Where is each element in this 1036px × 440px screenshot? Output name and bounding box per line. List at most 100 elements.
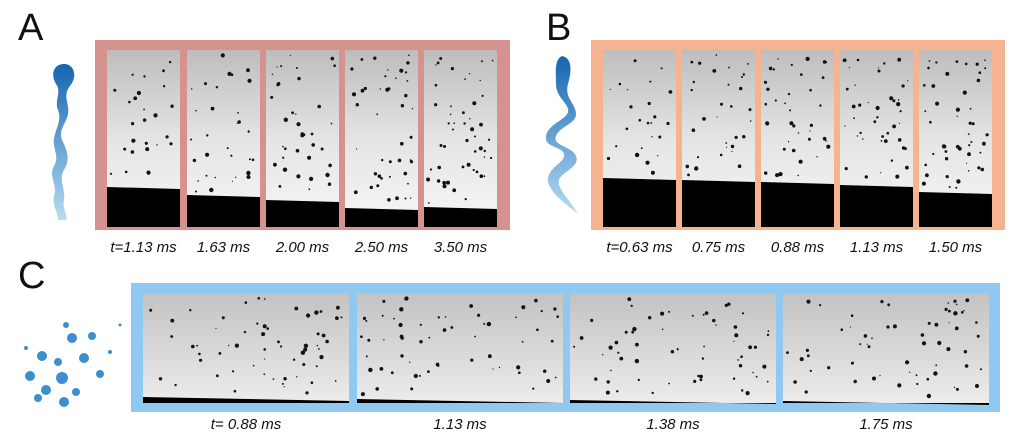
droplet-dot — [798, 159, 803, 164]
droplet-dot — [877, 67, 880, 69]
droplet-dot — [131, 138, 136, 143]
droplet-dot — [962, 90, 967, 95]
droplet-dot — [602, 354, 604, 356]
droplet-dot — [362, 316, 367, 320]
droplet-dot — [189, 309, 192, 312]
droplet-dot — [296, 122, 301, 127]
droplet-dot — [473, 150, 477, 153]
droplet-dot — [327, 182, 332, 186]
droplet-dot — [927, 321, 931, 325]
droplet-dot — [295, 113, 297, 115]
droplet-dot — [246, 68, 250, 73]
droplet-dot — [377, 174, 382, 178]
time-label: 1.75 ms — [859, 416, 913, 433]
droplet-dot — [353, 190, 358, 195]
droplet-dot — [898, 122, 901, 124]
droplet-dot — [809, 369, 812, 372]
droplet-dot — [957, 146, 962, 151]
droplet-dot — [892, 99, 896, 103]
droplet-dot — [227, 71, 232, 76]
droplet-dot — [498, 366, 501, 369]
droplet-dot — [295, 148, 300, 153]
droplet-dot — [975, 62, 979, 66]
droplet-dot — [490, 156, 493, 160]
droplet-dot — [755, 375, 758, 378]
droplet-dot — [945, 71, 950, 76]
droplet-dot — [660, 311, 665, 316]
droplet-dot — [967, 152, 971, 157]
droplet-dot — [439, 57, 443, 60]
droplet-dot — [702, 117, 706, 121]
droplet-dot — [145, 147, 150, 152]
droplet-dot — [737, 164, 742, 168]
droplet-dot — [404, 71, 408, 74]
droplet-dot — [849, 326, 852, 328]
droplet-dot — [699, 378, 703, 382]
droplet-dot — [626, 89, 629, 91]
droplet-dot — [263, 348, 267, 351]
droplet-dot — [297, 76, 301, 81]
droplet-dot — [955, 107, 961, 112]
droplet-dot — [955, 186, 958, 189]
droplet-dot — [927, 66, 930, 70]
droplet-dot — [730, 144, 735, 149]
droplet-dot — [901, 84, 905, 88]
droplet-dot — [247, 130, 250, 133]
panel-label: C — [18, 255, 45, 297]
droplet-dot — [840, 328, 844, 332]
droplet-dot — [273, 162, 277, 167]
droplet-dot — [859, 131, 862, 135]
time-label: t=0.63 ms — [606, 239, 673, 256]
droplet-dot — [749, 120, 752, 122]
droplet-dot — [483, 175, 486, 178]
droplet-dot — [661, 328, 664, 331]
droplet-dot — [886, 325, 890, 329]
droplet-dot — [310, 132, 314, 136]
time-label: t= 0.88 ms — [211, 416, 282, 433]
droplet-dot — [351, 92, 357, 97]
droplet-dot — [748, 108, 752, 112]
droplet-dot — [948, 186, 951, 188]
droplet-dot — [799, 357, 804, 362]
droplet-dot — [856, 58, 860, 62]
droplet-dot — [381, 314, 384, 317]
droplet-dot — [540, 310, 543, 313]
droplet-dot — [697, 374, 700, 378]
droplet-dot — [685, 164, 690, 169]
droplet-dot — [764, 171, 768, 175]
droplet-dot — [928, 60, 931, 62]
droplet-dot — [741, 312, 745, 315]
droplet-dot — [742, 73, 745, 76]
droplet-dot — [282, 156, 285, 159]
droplet-dot — [650, 122, 653, 124]
droplet-dot — [876, 116, 879, 119]
droplet-dot — [844, 125, 846, 127]
droplet-dot — [409, 361, 411, 363]
droplet-dot — [645, 160, 650, 165]
droplet-dot — [634, 358, 640, 364]
droplet — [67, 333, 77, 343]
time-label: 0.75 ms — [692, 239, 746, 256]
droplet-dot — [935, 101, 940, 106]
droplet-dot — [380, 177, 383, 180]
droplet-dot — [453, 122, 456, 124]
droplet-dot — [660, 67, 663, 70]
droplet — [24, 346, 28, 350]
droplet-dot — [231, 180, 233, 182]
droplet-dot — [787, 92, 791, 96]
droplet-dot — [272, 378, 275, 380]
droplet-dot — [606, 156, 611, 161]
droplet-dot — [615, 145, 618, 148]
droplet-dot — [437, 316, 440, 319]
droplet-dot — [546, 379, 551, 383]
droplet-dot — [483, 156, 486, 158]
droplet-dot — [804, 390, 808, 394]
droplet-dot — [534, 298, 538, 303]
droplet-dot — [897, 383, 902, 388]
droplet — [108, 350, 112, 354]
droplet-dot — [777, 58, 779, 60]
droplet-dot — [195, 190, 198, 193]
droplet-dot — [365, 355, 368, 358]
droplet-dot — [472, 168, 475, 172]
droplet-dot — [877, 69, 881, 73]
